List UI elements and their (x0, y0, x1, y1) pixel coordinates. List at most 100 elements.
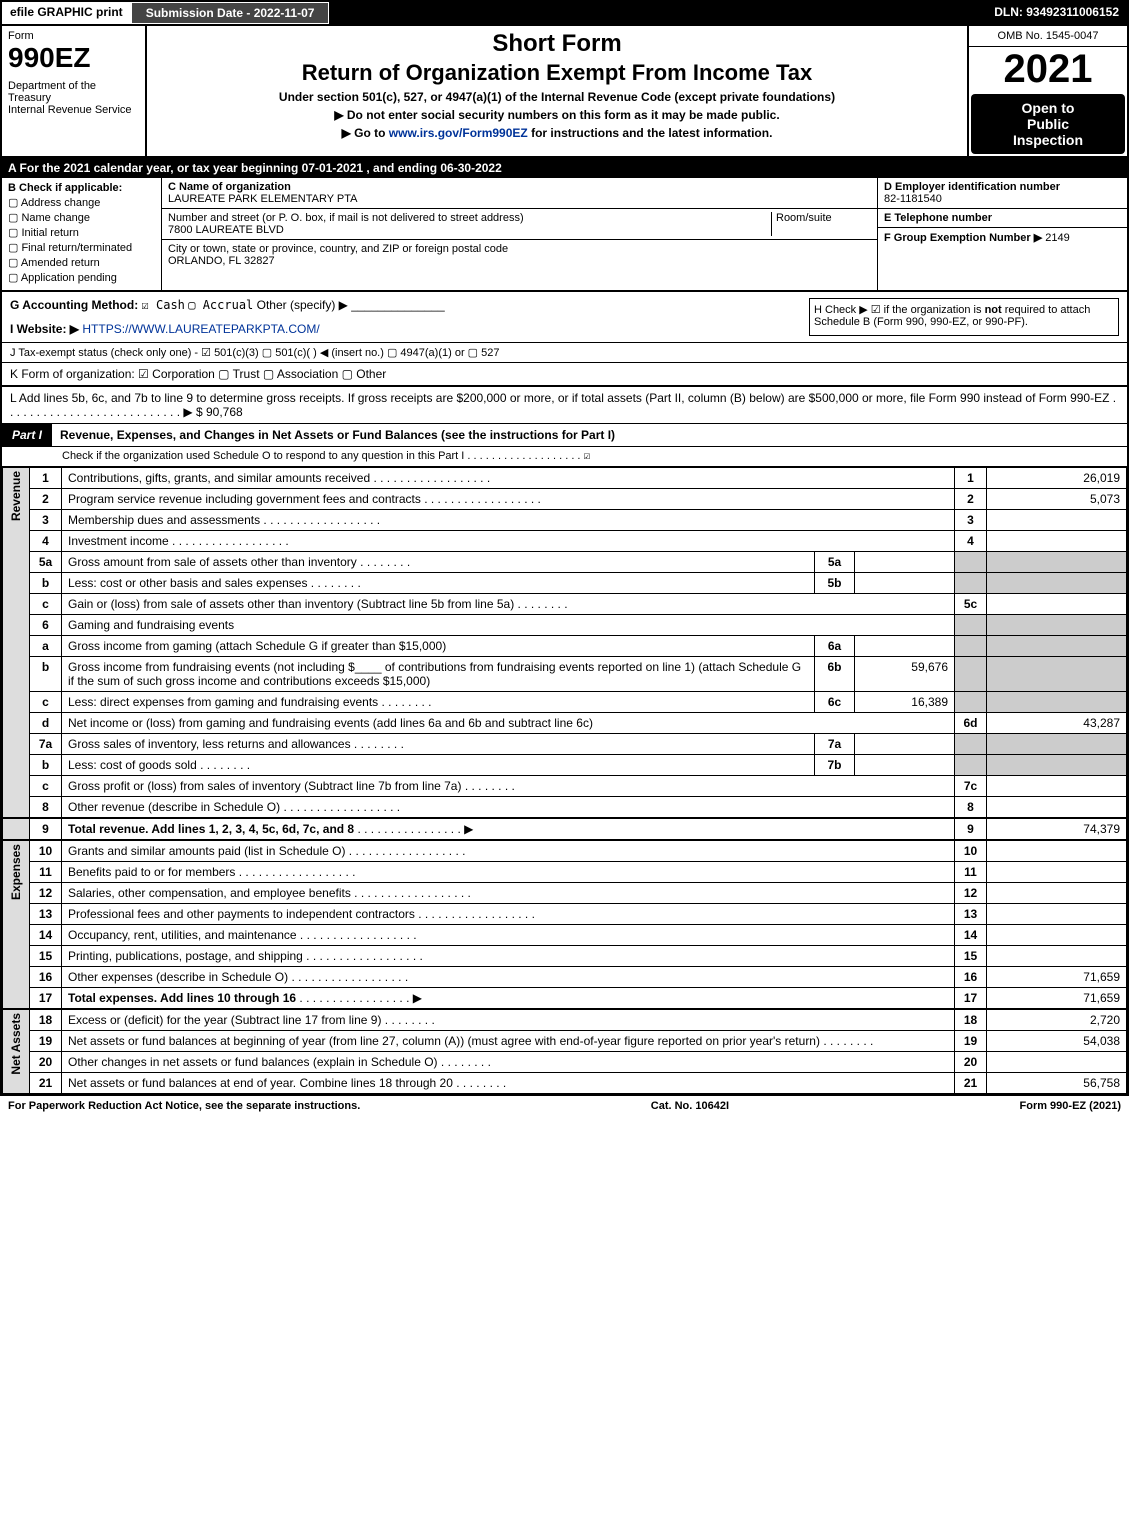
line-k: K Form of organization: ☑ Corporation ▢ … (2, 363, 1127, 387)
title-short-form: Short Form (155, 30, 959, 58)
val-5a (855, 552, 955, 573)
line-6a-desc: Gross income from gaming (attach Schedul… (62, 636, 815, 657)
line-6b-desc: Gross income from fundraising events (no… (62, 657, 815, 692)
line-9-desc: Total revenue. Add lines 1, 2, 3, 4, 5c,… (62, 818, 955, 840)
room-suite-label: Room/suite (771, 212, 871, 236)
schedule-o-check[interactable]: ☑ (584, 449, 591, 462)
section-c: C Name of organization LAUREATE PARK ELE… (162, 178, 877, 290)
line-13-desc: Professional fees and other payments to … (62, 904, 955, 925)
val-6a (855, 636, 955, 657)
org-city: ORLANDO, FL 32827 (168, 255, 871, 267)
dln-label: DLN: 93492311006152 (986, 2, 1127, 24)
line-6d-desc: Net income or (loss) from gaming and fun… (62, 713, 955, 734)
val-6d: 43,287 (987, 713, 1127, 734)
val-7a (855, 734, 955, 755)
line-h: H Check ▶ ☑ if the organization is not r… (809, 298, 1119, 336)
val-3 (987, 510, 1127, 531)
line-i: I Website: ▶ HTTPS://WWW.LAUREATEPARKPTA… (10, 322, 809, 336)
form-id-block: Form 990EZ Department of the Treasury In… (2, 26, 147, 156)
line-7c-desc: Gross profit or (loss) from sales of inv… (62, 776, 955, 797)
open-to-public: Open toPublicInspection (971, 94, 1125, 154)
line-l: L Add lines 5b, 6c, and 7b to line 9 to … (2, 387, 1127, 424)
org-name: LAUREATE PARK ELEMENTARY PTA (168, 193, 871, 205)
line-10-desc: Grants and similar amounts paid (list in… (62, 840, 955, 862)
val-1: 26,019 (987, 468, 1127, 489)
line-j: J Tax-exempt status (check only one) - ☑… (2, 343, 1127, 363)
line-11-desc: Benefits paid to or for members (62, 862, 955, 883)
val-17: 71,659 (987, 988, 1127, 1010)
line-21-desc: Net assets or fund balances at end of ye… (62, 1073, 955, 1094)
cb-cash[interactable]: ☑ Cash (142, 298, 185, 312)
line-5b-desc: Less: cost or other basis and sales expe… (62, 573, 815, 594)
line-15-desc: Printing, publications, postage, and shi… (62, 946, 955, 967)
ein: 82-1181540 (884, 193, 942, 205)
cb-final-return[interactable]: ▢ Final return/terminated (8, 241, 155, 254)
cb-address-change[interactable]: ▢ Address change (8, 196, 155, 209)
line-7a-desc: Gross sales of inventory, less returns a… (62, 734, 815, 755)
val-12 (987, 883, 1127, 904)
val-16: 71,659 (987, 967, 1127, 988)
part-i-title: Revenue, Expenses, and Changes in Net As… (52, 424, 1127, 446)
val-5c (987, 594, 1127, 615)
side-expenses: Expenses (3, 840, 30, 1009)
footer-cat-no: Cat. No. 10642I (651, 1100, 729, 1112)
cb-initial-return[interactable]: ▢ Initial return (8, 226, 155, 239)
line-a: A For the 2021 calendar year, or tax yea… (2, 158, 1127, 178)
subtitle: Under section 501(c), 527, or 4947(a)(1)… (155, 90, 959, 104)
line-5c-desc: Gain or (loss) from sale of assets other… (62, 594, 955, 615)
footer-left: For Paperwork Reduction Act Notice, see … (8, 1100, 360, 1112)
d-label: D Employer identification number (884, 181, 1060, 193)
omb-number: OMB No. 1545-0047 (969, 26, 1127, 47)
efile-label[interactable]: efile GRAPHIC print (2, 2, 131, 24)
submission-date: Submission Date - 2022-11-07 (131, 2, 330, 24)
other-specify: Other (specify) ▶ (257, 298, 348, 312)
val-14 (987, 925, 1127, 946)
website-link[interactable]: HTTPS://WWW.LAUREATEPARKPTA.COM/ (82, 322, 319, 336)
val-11 (987, 862, 1127, 883)
cb-name-change[interactable]: ▢ Name change (8, 211, 155, 224)
line-12-desc: Salaries, other compensation, and employ… (62, 883, 955, 904)
val-18: 2,720 (987, 1009, 1127, 1031)
link-row: ▶ Go to www.irs.gov/Form990EZ for instru… (155, 126, 959, 140)
group-exemption: 2149 (1045, 232, 1069, 244)
line-16-desc: Other expenses (describe in Schedule O) (62, 967, 955, 988)
line-2-desc: Program service revenue including govern… (62, 489, 955, 510)
year-block: OMB No. 1545-0047 2021 Open toPublicInsp… (967, 26, 1127, 156)
title-block: Short Form Return of Organization Exempt… (147, 26, 967, 156)
val-8 (987, 797, 1127, 819)
cb-amended-return[interactable]: ▢ Amended return (8, 256, 155, 269)
f-label: F Group Exemption Number ▶ (884, 232, 1042, 244)
dept-label: Department of the Treasury (8, 80, 139, 104)
line-3-desc: Membership dues and assessments (62, 510, 955, 531)
val-9: 74,379 (987, 818, 1127, 840)
title-main: Return of Organization Exempt From Incom… (155, 60, 959, 86)
val-21: 56,758 (987, 1073, 1127, 1094)
val-13 (987, 904, 1127, 925)
gross-receipts: 90,768 (206, 405, 243, 419)
b-label: B Check if applicable: (8, 182, 155, 194)
section-b: B Check if applicable: ▢ Address change … (2, 178, 162, 290)
val-10 (987, 840, 1127, 862)
part-i-tag: Part I (2, 424, 52, 446)
line-7b-desc: Less: cost of goods sold (62, 755, 815, 776)
line-20-desc: Other changes in net assets or fund bala… (62, 1052, 955, 1073)
val-7c (987, 776, 1127, 797)
footer-form-id: Form 990-EZ (2021) (1020, 1100, 1121, 1112)
line-4-desc: Investment income (62, 531, 955, 552)
part-i-table: Revenue 1 Contributions, gifts, grants, … (2, 467, 1127, 1094)
val-20 (987, 1052, 1127, 1073)
cb-application-pending[interactable]: ▢ Application pending (8, 271, 155, 284)
val-7b (855, 755, 955, 776)
side-revenue: Revenue (3, 468, 30, 819)
lno-1: 1 (30, 468, 62, 489)
line-8-desc: Other revenue (describe in Schedule O) (62, 797, 955, 819)
irs-label: Internal Revenue Service (8, 104, 139, 116)
notice-ssn: ▶ Do not enter social security numbers o… (155, 108, 959, 122)
tax-year: 2021 (969, 47, 1127, 92)
val-5b (855, 573, 955, 594)
part-i-sub: Check if the organization used Schedule … (2, 447, 1127, 467)
val-6b: 59,676 (855, 657, 955, 692)
cb-accrual[interactable]: ▢ Accrual (188, 298, 253, 312)
val-2: 5,073 (987, 489, 1127, 510)
irs-link[interactable]: www.irs.gov/Form990EZ (389, 126, 528, 140)
